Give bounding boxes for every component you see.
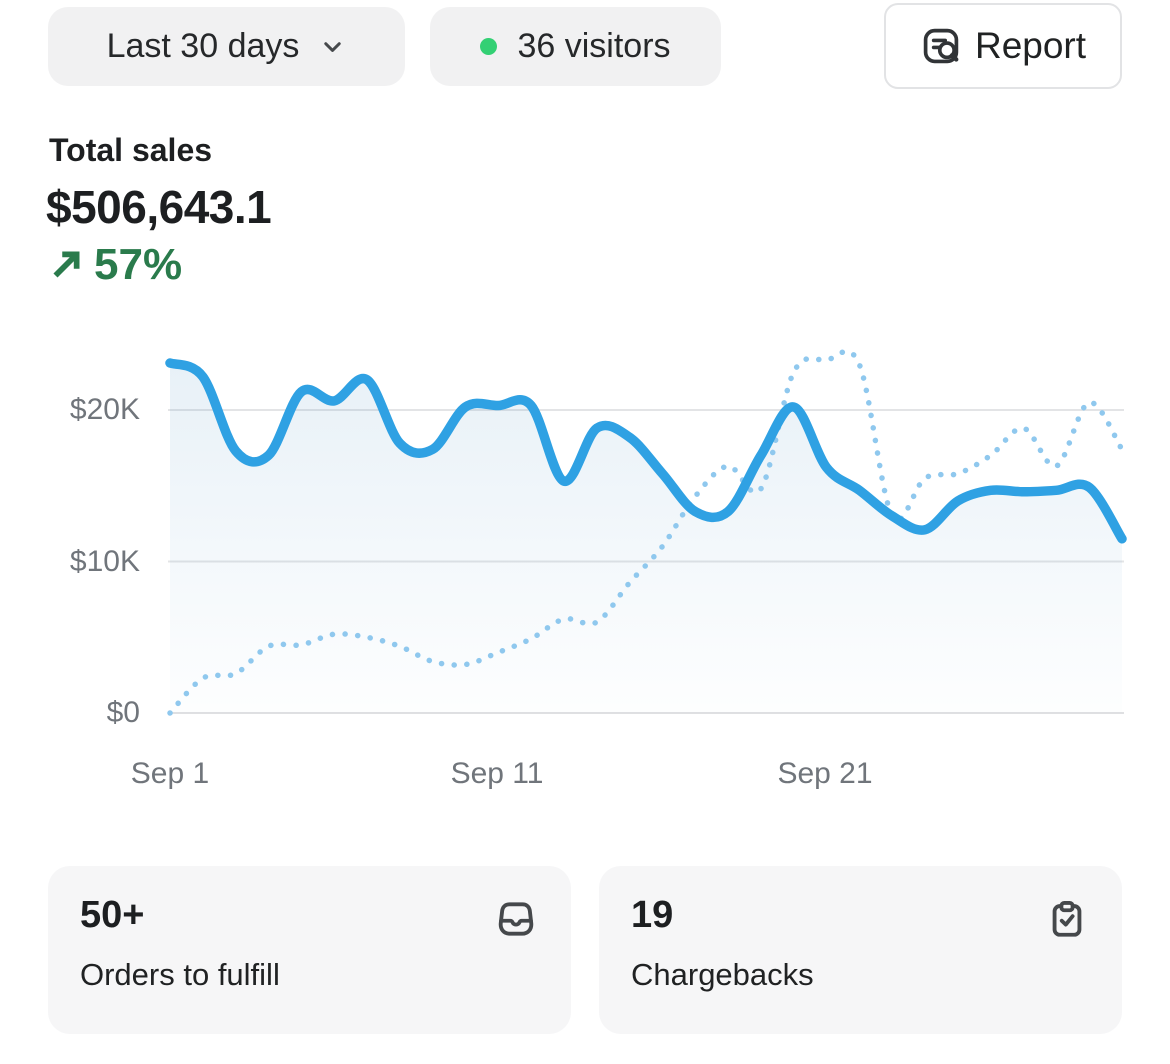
x-axis-tick-sep1: Sep 1 — [130, 757, 210, 790]
live-visitors-badge[interactable]: 36 visitors — [430, 7, 721, 86]
y-axis-tick-0: $0 — [106, 696, 140, 729]
y-axis-tick-10k: $10K — [69, 545, 140, 578]
trend-up-arrow-icon — [53, 251, 80, 278]
report-search-icon — [923, 28, 959, 64]
clipboard-check-icon — [1052, 900, 1082, 937]
x-axis-tick-sep21: Sep 21 — [777, 757, 873, 790]
y-axis-tick-20k: $20K — [69, 393, 140, 426]
total-sales-change-value: 57% — [94, 240, 183, 289]
date-range-selector[interactable]: Last 30 days — [48, 7, 405, 86]
live-visitors-label: 36 visitors — [517, 27, 671, 65]
chargebacks-card[interactable]: 19 Chargebacks — [599, 866, 1122, 1034]
date-range-label: Last 30 days — [106, 27, 300, 65]
chevron-down-icon — [324, 42, 342, 52]
summary-cards-row: 50+ Orders to fulfill 19 Chargebacks — [48, 866, 1122, 1034]
total-sales-value: $506,643.1 — [46, 181, 272, 233]
chargebacks-label: Chargebacks — [631, 957, 814, 992]
inbox-icon — [498, 902, 534, 936]
total-sales-label: Total sales — [49, 132, 213, 168]
orders-to-fulfill-card[interactable]: 50+ Orders to fulfill — [48, 866, 571, 1034]
x-axis-tick-sep11: Sep 11 — [450, 757, 544, 790]
report-button[interactable]: Report — [884, 3, 1122, 89]
total-sales-change: 57% — [48, 240, 182, 290]
chargebacks-count: 19 — [631, 894, 674, 936]
live-visitors-dot-icon — [480, 38, 498, 55]
report-label: Report — [974, 25, 1087, 66]
orders-to-fulfill-count: 50+ — [80, 894, 145, 936]
orders-to-fulfill-label: Orders to fulfill — [80, 957, 280, 992]
sales-chart-plot-area[interactable] — [168, 348, 1124, 714]
